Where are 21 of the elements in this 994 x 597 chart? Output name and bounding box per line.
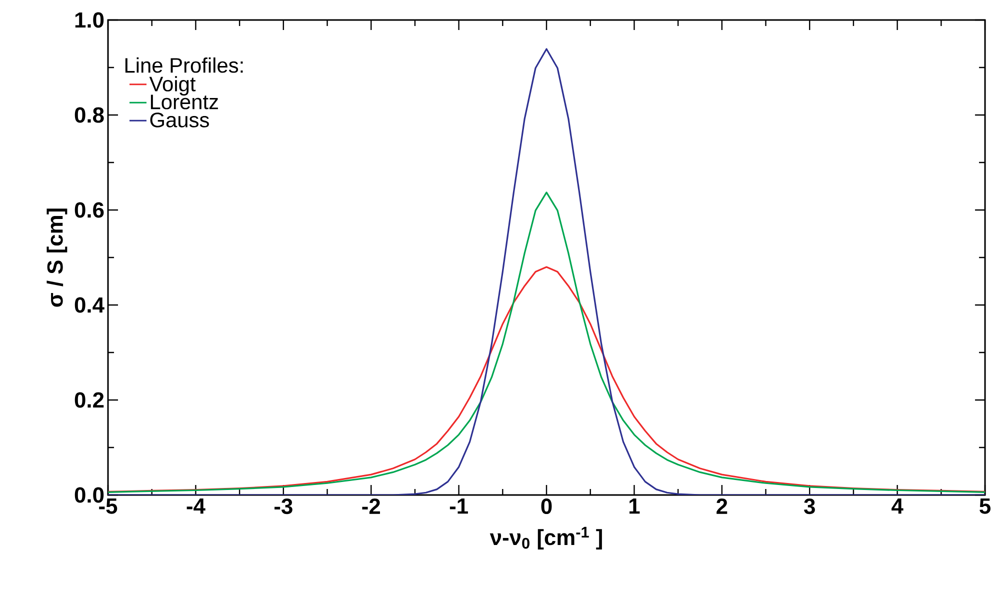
x-tick-label: 2 xyxy=(716,498,728,514)
y-tick-label: 0.2 xyxy=(74,392,104,408)
y-tick-label: 0.8 xyxy=(74,107,104,123)
y-axis-title: σ / S [cm] xyxy=(46,208,68,307)
x-tick-label: 3 xyxy=(804,498,815,514)
x-tick-label: -4 xyxy=(186,498,206,514)
x-tick-label: -1 xyxy=(450,498,468,514)
x-tick-label: -2 xyxy=(362,498,380,514)
x-tick-label: 1 xyxy=(629,498,640,514)
x-tick-label: 4 xyxy=(892,498,904,514)
legend-label: Gauss xyxy=(150,112,209,128)
x-tick-label: 5 xyxy=(980,498,990,514)
legend-label: Voigt xyxy=(149,76,196,96)
y-tick-label: 1.0 xyxy=(75,12,104,28)
x-tick-label: -3 xyxy=(274,498,292,514)
y-tick-label: 0.6 xyxy=(74,202,104,218)
x-tick-label: 0 xyxy=(541,498,552,514)
x-axis-title: ν-ν$_{0}$ [cm$^{-1}$ ] xyxy=(490,526,602,550)
legend-title: Line Profiles: xyxy=(125,57,243,73)
legend-label: Lorentz xyxy=(150,94,218,110)
y-tick-label: 0.4 xyxy=(74,297,104,313)
